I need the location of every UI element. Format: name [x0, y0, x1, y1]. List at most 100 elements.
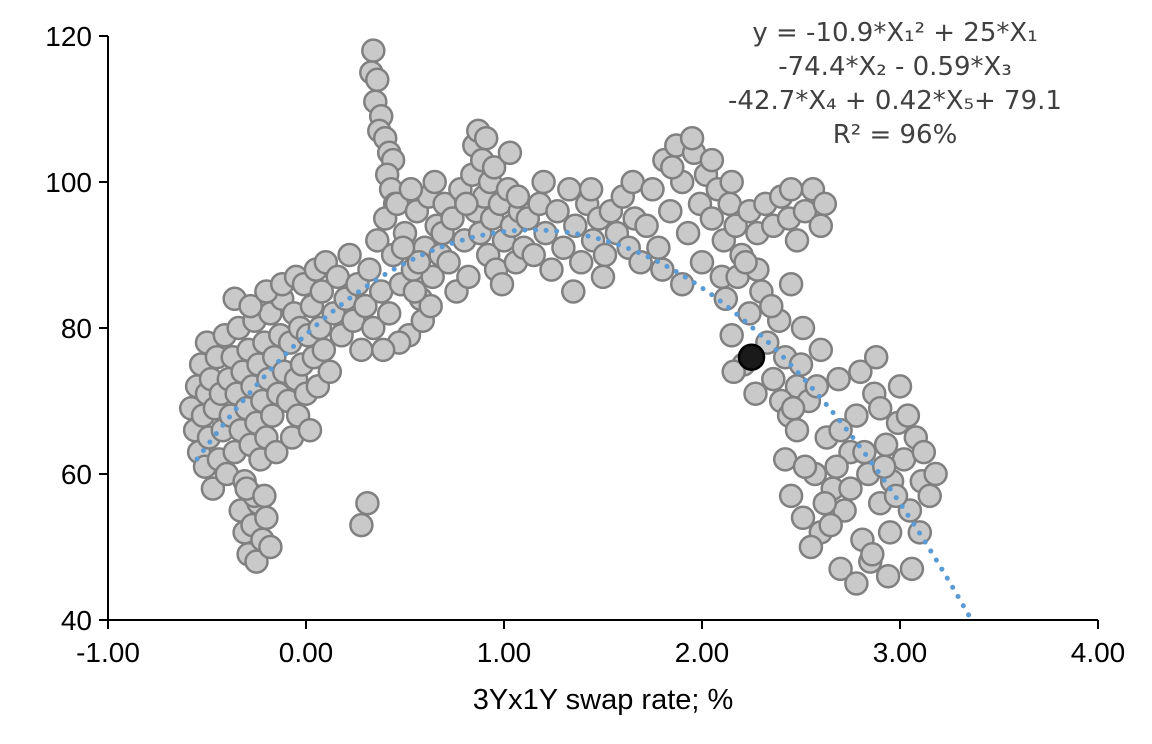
scatter-point: [713, 286, 739, 312]
scatter-point: [590, 264, 616, 290]
x-tick-label: 4.00: [1071, 637, 1126, 668]
scatter-point: [824, 454, 849, 479]
scatter-point: [264, 439, 289, 465]
scatter-point: [361, 38, 386, 63]
scatter-point: [521, 242, 546, 268]
scatter-point: [370, 337, 396, 363]
scatter-point: [844, 571, 869, 596]
scatter-point: [719, 323, 744, 348]
scatter-point: [873, 432, 899, 458]
trendline: [194, 227, 972, 619]
scatter-point: [675, 220, 701, 246]
y-tick-label: 60: [61, 459, 92, 490]
scatter-point: [539, 257, 564, 282]
scatter-point: [778, 483, 804, 509]
x-tick-label: 3.00: [873, 637, 928, 668]
scatter-point: [353, 293, 378, 319]
scatter-point: [489, 271, 515, 297]
scatter-point: [473, 125, 499, 151]
scatter-point: [557, 177, 582, 202]
scatter-point: [551, 235, 576, 260]
scatter-point: [899, 556, 925, 582]
scatter-point: [365, 67, 390, 93]
scatter-point: [923, 461, 948, 487]
scatter-point: [355, 490, 380, 516]
y-tick-label: 40: [61, 605, 92, 636]
scatter-point: [719, 169, 744, 195]
scatter-point: [689, 250, 715, 275]
scatter-point: [911, 439, 937, 465]
scatter-point: [828, 556, 853, 582]
y-tick-label: 80: [61, 313, 92, 344]
scatter-point: [349, 512, 374, 538]
equation-line-1: y = -10.9*X₁² + 25*X₁: [752, 18, 1038, 48]
scatter-point: [871, 454, 897, 479]
scatter-point: [497, 140, 523, 166]
scatter-point: [838, 476, 863, 501]
scatter-point: [402, 279, 428, 304]
scatter-point: [761, 366, 786, 392]
scatter-point: [852, 439, 877, 465]
scatter-point: [780, 396, 806, 421]
scatter-point: [646, 235, 671, 260]
scatter-point: [808, 337, 834, 363]
scatter-point: [737, 301, 762, 326]
scatter-point: [254, 505, 279, 531]
scatter-point: [669, 271, 695, 297]
x-tick-label: 2.00: [675, 637, 730, 668]
scatter-point: [679, 125, 705, 151]
scatter-point: [860, 542, 885, 567]
scatter-point: [790, 315, 816, 341]
scatter-point: [650, 257, 675, 282]
scatter-point: [376, 301, 402, 326]
y-tick-label: 100: [45, 167, 92, 198]
scatter-point: [297, 417, 323, 443]
scatter-point: [578, 177, 604, 202]
scatter-point: [723, 213, 748, 239]
scatter-point: [337, 242, 362, 268]
scatter-point: [481, 155, 507, 180]
scatter-point: [640, 177, 665, 202]
scatter-point: [349, 337, 374, 363]
highlighted-point: [737, 343, 766, 371]
scatter-point: [826, 366, 851, 392]
scatter-point: [790, 505, 816, 531]
scatter-point: [592, 242, 618, 268]
scatter-point: [895, 403, 921, 428]
scatter-point: [875, 563, 901, 589]
scatter-point: [808, 213, 834, 239]
scatter-point: [568, 250, 594, 275]
scatter-point: [778, 177, 804, 202]
equation-line-3: -42.7*X₄ + 0.42*X₅+ 79.1: [728, 86, 1062, 116]
scatter-point: [863, 344, 889, 370]
scatter-point: [721, 359, 746, 385]
equation-line-r2: R² = 96%: [832, 120, 958, 150]
scatter-point: [634, 213, 659, 239]
scatter-point: [658, 198, 683, 224]
scatter-point: [244, 549, 269, 574]
scatter-point: [867, 396, 893, 421]
scatter-point: [361, 315, 386, 341]
scatter-point: [311, 337, 337, 363]
scatter-point: [563, 213, 588, 239]
scatter-point: [258, 534, 283, 560]
x-tick-label: -1.00: [76, 637, 140, 668]
scatter-point: [365, 228, 390, 253]
scatter-point: [252, 483, 277, 509]
scatter-point: [784, 228, 810, 253]
x-tick-label: 1.00: [477, 637, 532, 668]
scatter-point: [309, 279, 335, 304]
x-axis-title: 3Yx1Y swap rate; %: [472, 684, 734, 716]
scatter-point: [420, 264, 445, 290]
scatter-point: [505, 184, 531, 209]
scatter-point: [390, 235, 416, 260]
y-tick-label: 120: [45, 21, 92, 52]
scatter-point: [561, 279, 586, 304]
scatter-point: [699, 206, 725, 231]
scatter-point: [531, 169, 556, 195]
scatter-point: [260, 403, 285, 428]
trendline-equation: y = -10.9*X₁² + 25*X₁ -74.4*X₂ - 0.59*X₃…: [660, 16, 1130, 152]
scatter-point: [812, 490, 838, 516]
